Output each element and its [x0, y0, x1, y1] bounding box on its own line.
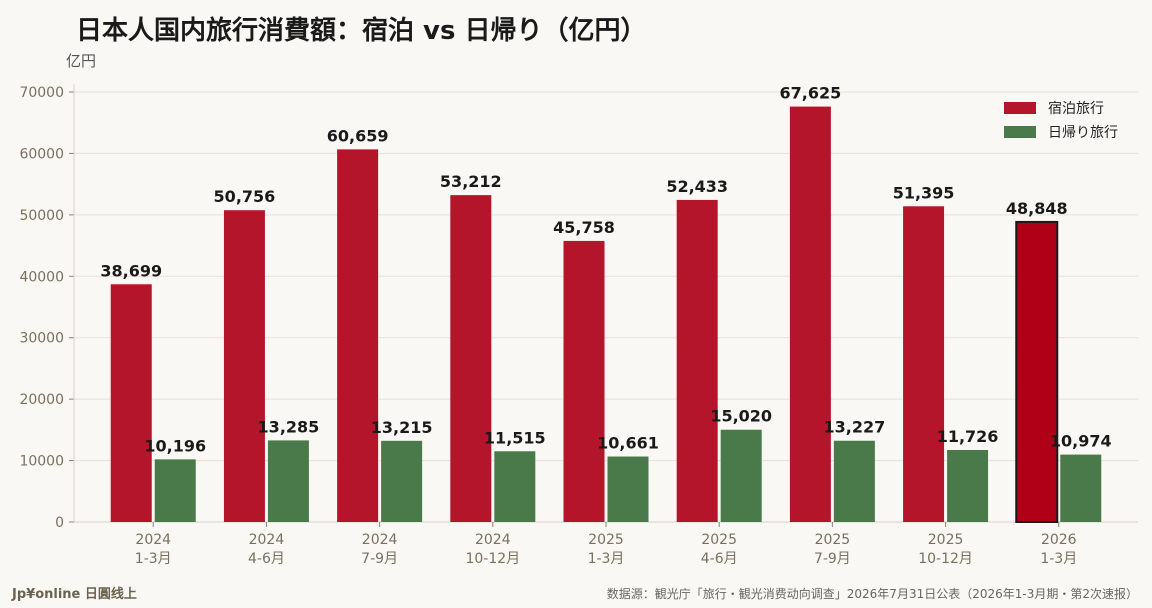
x-tick-label-year: 2024: [362, 532, 398, 548]
bar-overnight: [563, 240, 605, 522]
bar-daytrip: [267, 440, 309, 522]
data-label-daytrip: 10,661: [597, 434, 659, 453]
data-label-daytrip: 15,020: [710, 407, 772, 426]
bar-daytrip: [607, 456, 649, 522]
y-tick-label: 60000: [19, 146, 64, 162]
chart-title: 日本人国内旅行消費額：宿泊 vs 日帰り（亿円）: [76, 16, 647, 46]
bar-daytrip: [947, 449, 989, 522]
bar-daytrip: [494, 451, 536, 522]
bar-daytrip: [833, 440, 875, 522]
legend-item-overnight: 宿泊旅行: [1004, 96, 1118, 120]
y-tick-label: 10000: [19, 454, 64, 470]
x-tick-label-year: 2025: [815, 532, 851, 548]
brand-logo-text: Jp¥online 日圓线上: [12, 587, 137, 602]
bar-overnight: [903, 206, 945, 523]
bar-daytrip: [154, 459, 196, 522]
x-tick-label-year: 2026: [1041, 532, 1077, 548]
x-tick-label-quarter: 10-12月: [918, 551, 973, 567]
y-axis-label: 亿円: [66, 52, 97, 70]
x-tick-label-quarter: 1-3月: [1040, 551, 1077, 567]
bar-overnight: [223, 210, 265, 523]
bar-overnight: [1015, 220, 1059, 523]
legend-swatch-overnight: [1004, 102, 1036, 114]
data-label-overnight: 45,758: [553, 218, 615, 237]
x-tick-label-quarter: 7-9月: [361, 551, 398, 567]
legend: 宿泊旅行 日帰り旅行: [1004, 96, 1118, 144]
legend-label-overnight: 宿泊旅行: [1048, 101, 1104, 117]
x-tick-label-year: 2024: [135, 532, 171, 548]
legend-item-daytrip: 日帰り旅行: [1004, 120, 1118, 144]
data-label-daytrip: 13,227: [824, 418, 886, 437]
legend-swatch-daytrip: [1004, 126, 1036, 138]
bar-overnight: [676, 199, 718, 523]
x-tick-label-quarter: 7-9月: [814, 551, 851, 567]
x-tick-label-year: 2025: [928, 532, 964, 548]
x-tick-label-year: 2025: [588, 532, 624, 548]
data-label-overnight: 53,212: [440, 172, 502, 191]
source-note: 数据源：観光庁「旅行・観光消费动向调查」2026年7月31日公表（2026年1-…: [606, 587, 1138, 601]
data-label-overnight: 60,659: [327, 126, 389, 145]
bar-daytrip: [1060, 454, 1102, 522]
bar-overnight: [450, 195, 492, 522]
data-label-daytrip: 13,285: [258, 417, 320, 436]
x-tick-label-year: 2025: [701, 532, 737, 548]
data-label-overnight: 67,625: [780, 84, 842, 103]
data-label-overnight: 52,433: [666, 177, 728, 196]
data-label-daytrip: 10,974: [1050, 432, 1112, 451]
x-tick-label-quarter: 10-12月: [465, 551, 520, 567]
data-label-overnight: 38,699: [100, 261, 162, 280]
data-label-overnight: 48,848: [1006, 199, 1068, 218]
x-tick-label-year: 2024: [249, 532, 285, 548]
x-tick-label-quarter: 1-3月: [135, 551, 172, 567]
y-tick-label: 70000: [19, 85, 64, 101]
data-label-daytrip: 13,215: [371, 418, 433, 437]
x-tick-label-quarter: 4-6月: [248, 551, 285, 567]
bar-overnight: [110, 284, 152, 522]
bar-daytrip: [720, 429, 762, 522]
x-tick-label-quarter: 1-3月: [588, 551, 625, 567]
legend-label-daytrip: 日帰り旅行: [1048, 125, 1118, 141]
y-tick-label: 0: [55, 515, 64, 531]
x-tick-label-quarter: 4-6月: [701, 551, 738, 567]
bar-daytrip: [381, 440, 423, 522]
y-tick-label: 50000: [19, 208, 64, 224]
bar-overnight: [337, 149, 379, 522]
y-tick-label: 40000: [19, 269, 64, 285]
bar-overnight: [789, 106, 831, 522]
data-label-overnight: 50,756: [214, 187, 276, 206]
data-label-daytrip: 10,196: [144, 436, 206, 455]
y-tick-label: 20000: [19, 392, 64, 408]
data-label-overnight: 51,395: [893, 183, 955, 202]
x-tick-label-year: 2024: [475, 532, 511, 548]
y-tick-label: 30000: [19, 331, 64, 347]
data-label-daytrip: 11,515: [484, 428, 546, 447]
data-label-daytrip: 11,726: [937, 427, 999, 446]
